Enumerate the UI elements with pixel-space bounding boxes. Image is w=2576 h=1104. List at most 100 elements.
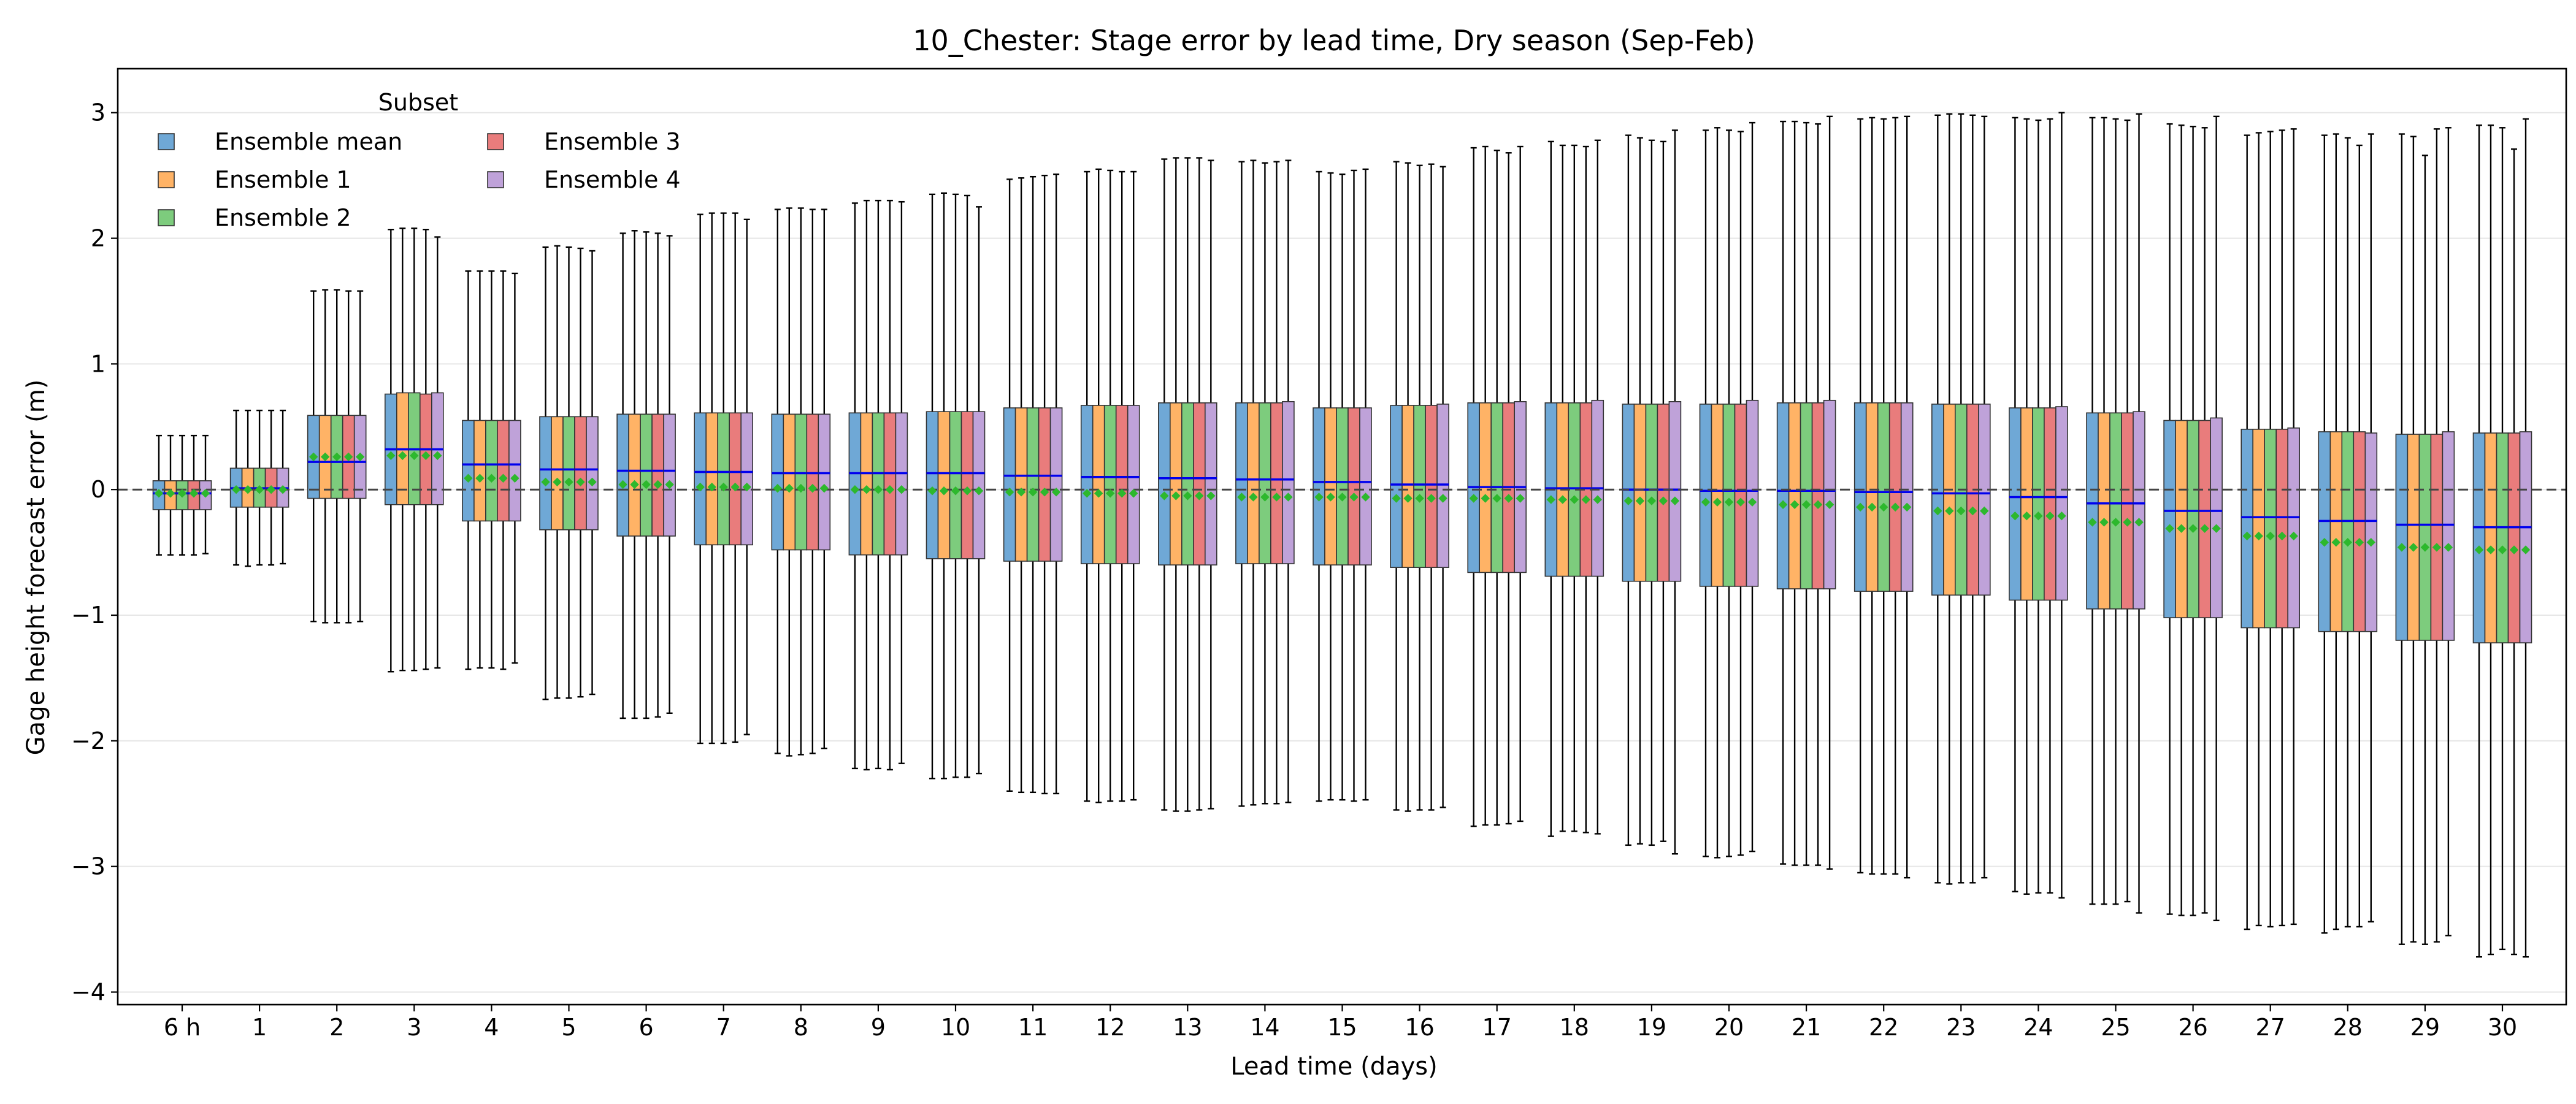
box-iqr bbox=[2364, 432, 2378, 632]
box-iqr bbox=[740, 412, 753, 546]
mean-marker bbox=[1747, 497, 1757, 507]
box-iqr bbox=[551, 416, 564, 531]
x-tick-label: 6 h bbox=[164, 1014, 201, 1041]
x-tick-label: 29 bbox=[2410, 1014, 2440, 1041]
mean-marker bbox=[707, 482, 716, 492]
box-iqr bbox=[574, 416, 587, 531]
mean-marker bbox=[1082, 489, 1092, 498]
box-iqr bbox=[1127, 405, 1140, 564]
mean-marker bbox=[1129, 489, 1138, 498]
mean-marker bbox=[510, 473, 519, 483]
mean-marker bbox=[266, 485, 276, 494]
mean-marker bbox=[742, 482, 751, 492]
box-iqr bbox=[1115, 405, 1129, 564]
y-tick-label: −3 bbox=[71, 853, 105, 880]
mean-marker bbox=[897, 485, 907, 494]
box-iqr bbox=[1955, 404, 1968, 596]
mean-marker bbox=[1890, 502, 1900, 512]
x-tick-label: 9 bbox=[871, 1014, 886, 1041]
mean-marker bbox=[2320, 538, 2329, 547]
mean-marker bbox=[1403, 494, 1413, 503]
mean-marker bbox=[642, 480, 651, 489]
mean-marker bbox=[1980, 506, 1989, 516]
mean-marker bbox=[1028, 488, 1038, 497]
mean-marker bbox=[421, 451, 431, 461]
mean-marker bbox=[499, 473, 508, 483]
box-iqr bbox=[1259, 402, 1271, 564]
box-iqr bbox=[2318, 431, 2331, 632]
mean-marker bbox=[1570, 495, 1579, 504]
mean-marker bbox=[320, 452, 330, 462]
box-iqr bbox=[783, 413, 796, 551]
box-iqr bbox=[2507, 432, 2521, 643]
box-iqr bbox=[949, 411, 962, 559]
box-iqr bbox=[2329, 431, 2343, 632]
y-tick-label: 1 bbox=[91, 350, 105, 377]
mean-marker bbox=[541, 477, 550, 487]
mean-marker bbox=[189, 489, 199, 498]
box-iqr bbox=[2133, 411, 2145, 610]
x-tick-label: 5 bbox=[561, 1014, 576, 1041]
mean-marker bbox=[939, 486, 949, 496]
mean-marker bbox=[1945, 506, 1954, 516]
mean-marker bbox=[433, 451, 442, 461]
mean-marker bbox=[1778, 500, 1788, 509]
x-tick-label: 26 bbox=[2178, 1014, 2207, 1041]
mean-marker bbox=[243, 485, 253, 494]
mean-marker bbox=[355, 452, 365, 462]
mean-marker bbox=[1593, 495, 1603, 504]
box-iqr bbox=[2418, 434, 2432, 641]
box-iqr bbox=[2109, 412, 2122, 610]
mean-marker bbox=[630, 480, 639, 489]
mean-marker bbox=[974, 486, 984, 496]
mean-marker bbox=[2188, 524, 2198, 533]
mean-marker bbox=[2474, 545, 2484, 554]
legend-swatch bbox=[158, 209, 175, 226]
mean-marker bbox=[553, 477, 562, 487]
mean-marker bbox=[1623, 496, 1633, 505]
mean-marker bbox=[2123, 518, 2132, 527]
box-iqr bbox=[1247, 402, 1260, 564]
mean-marker bbox=[1051, 488, 1061, 497]
mean-marker bbox=[2165, 524, 2174, 533]
x-axis-label: Lead time (days) bbox=[1230, 1052, 1438, 1081]
mean-marker bbox=[576, 477, 585, 487]
mean-marker bbox=[2331, 538, 2341, 547]
mean-marker bbox=[1171, 491, 1181, 500]
x-tick-label: 22 bbox=[1869, 1014, 1898, 1041]
box-iqr bbox=[1080, 405, 1094, 564]
mean-marker bbox=[2420, 543, 2430, 552]
box-iqr bbox=[1800, 402, 1813, 589]
legend-title: Subset bbox=[378, 89, 458, 116]
box-iqr bbox=[1347, 407, 1360, 565]
legend-entry-label: Ensemble 3 bbox=[544, 128, 681, 155]
box-iqr bbox=[1877, 402, 1890, 592]
box-iqr bbox=[848, 412, 862, 556]
x-tick-label: 20 bbox=[1714, 1014, 1744, 1041]
mean-marker bbox=[231, 485, 241, 494]
mean-marker bbox=[2444, 543, 2453, 552]
box-iqr bbox=[1699, 404, 1712, 587]
box-iqr bbox=[462, 420, 475, 522]
x-tick-label: 2 bbox=[329, 1014, 344, 1041]
mean-marker bbox=[1581, 495, 1591, 504]
box-iqr bbox=[1657, 404, 1670, 582]
mean-marker bbox=[2022, 511, 2031, 521]
mean-marker bbox=[873, 485, 883, 494]
box-iqr bbox=[1746, 399, 1759, 587]
mean-marker bbox=[1338, 493, 1347, 502]
box-iqr bbox=[2430, 434, 2444, 641]
box-iqr bbox=[1038, 407, 1051, 562]
mean-marker bbox=[2289, 531, 2298, 541]
box-iqr bbox=[1049, 407, 1063, 562]
mean-marker bbox=[1183, 491, 1192, 500]
x-tick-label: 18 bbox=[1560, 1014, 1589, 1041]
mean-marker bbox=[154, 489, 164, 498]
mean-marker bbox=[665, 480, 674, 489]
box-iqr bbox=[586, 416, 599, 531]
box-iqr bbox=[806, 413, 819, 551]
box-iqr bbox=[2484, 432, 2497, 643]
mean-marker bbox=[1736, 497, 1746, 507]
box-iqr bbox=[485, 420, 498, 522]
mean-marker bbox=[1016, 488, 1026, 497]
